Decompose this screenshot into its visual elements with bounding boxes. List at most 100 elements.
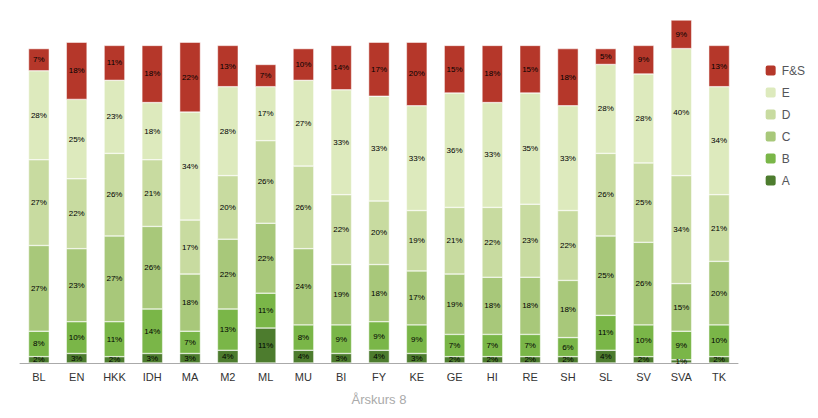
svg-text:18%: 18% <box>484 301 500 310</box>
svg-text:27%: 27% <box>31 284 47 293</box>
svg-text:22%: 22% <box>560 241 576 250</box>
svg-text:19%: 19% <box>447 300 463 309</box>
svg-text:25%: 25% <box>69 135 85 144</box>
svg-text:19%: 19% <box>409 236 425 245</box>
svg-text:23%: 23% <box>522 236 538 245</box>
svg-text:33%: 33% <box>560 154 576 163</box>
svg-text:D: D <box>782 108 791 122</box>
svg-text:HI: HI <box>487 371 498 383</box>
svg-text:17%: 17% <box>182 243 198 252</box>
svg-text:28%: 28% <box>598 104 614 113</box>
svg-text:20%: 20% <box>711 289 727 298</box>
svg-text:9%: 9% <box>373 332 385 341</box>
svg-text:22%: 22% <box>220 270 236 279</box>
svg-text:27%: 27% <box>31 198 47 207</box>
svg-text:MU: MU <box>295 371 312 383</box>
svg-text:4%: 4% <box>298 352 310 361</box>
svg-text:3%: 3% <box>411 354 423 363</box>
svg-text:2%: 2% <box>109 355 121 364</box>
svg-text:27%: 27% <box>106 274 122 283</box>
svg-text:4%: 4% <box>222 352 234 361</box>
svg-text:22%: 22% <box>182 73 198 82</box>
svg-text:21%: 21% <box>144 189 160 198</box>
svg-text:8%: 8% <box>298 333 310 342</box>
svg-text:7%: 7% <box>449 341 461 350</box>
svg-text:14%: 14% <box>333 63 349 72</box>
svg-text:20%: 20% <box>409 69 425 78</box>
svg-text:10%: 10% <box>295 60 311 69</box>
svg-text:17%: 17% <box>371 65 387 74</box>
svg-text:19%: 19% <box>333 290 349 299</box>
svg-text:3%: 3% <box>146 354 158 363</box>
svg-text:26%: 26% <box>144 263 160 272</box>
svg-text:34%: 34% <box>673 225 689 234</box>
svg-text:28%: 28% <box>220 127 236 136</box>
svg-text:26%: 26% <box>295 203 311 212</box>
svg-text:13%: 13% <box>220 325 236 334</box>
svg-text:F&S: F&S <box>782 64 805 78</box>
svg-text:13%: 13% <box>711 62 727 71</box>
svg-text:18%: 18% <box>560 73 576 82</box>
svg-text:11%: 11% <box>258 341 273 350</box>
svg-text:7%: 7% <box>524 341 536 350</box>
svg-text:11%: 11% <box>258 306 273 315</box>
svg-text:21%: 21% <box>711 224 727 233</box>
svg-text:E: E <box>782 86 790 100</box>
svg-text:SV: SV <box>636 371 651 383</box>
svg-text:24%: 24% <box>295 282 311 291</box>
svg-text:18%: 18% <box>144 127 160 136</box>
svg-text:34%: 34% <box>711 136 727 145</box>
svg-text:2%: 2% <box>33 355 45 364</box>
svg-text:33%: 33% <box>333 138 349 147</box>
svg-text:15%: 15% <box>673 303 689 312</box>
svg-text:ML: ML <box>258 371 273 383</box>
svg-text:17%: 17% <box>409 293 425 302</box>
svg-text:IDH: IDH <box>143 371 162 383</box>
svg-text:22%: 22% <box>333 225 349 234</box>
svg-text:HKK: HKK <box>103 371 126 383</box>
svg-text:RE: RE <box>523 371 538 383</box>
svg-text:26%: 26% <box>636 279 652 288</box>
svg-text:BL: BL <box>32 371 45 383</box>
svg-text:26%: 26% <box>106 190 122 199</box>
svg-text:34%: 34% <box>182 162 198 171</box>
svg-text:GE: GE <box>447 371 463 383</box>
svg-text:15%: 15% <box>522 65 538 74</box>
svg-text:27%: 27% <box>295 119 311 128</box>
svg-text:36%: 36% <box>447 146 463 155</box>
svg-text:28%: 28% <box>636 114 652 123</box>
svg-text:A: A <box>782 174 790 188</box>
svg-text:10%: 10% <box>636 336 652 345</box>
svg-text:25%: 25% <box>636 198 652 207</box>
svg-text:10%: 10% <box>69 333 85 342</box>
svg-text:9%: 9% <box>411 335 423 344</box>
svg-text:7%: 7% <box>33 55 45 64</box>
svg-text:9%: 9% <box>638 55 650 64</box>
svg-text:4%: 4% <box>373 352 385 361</box>
svg-text:3%: 3% <box>184 354 196 363</box>
svg-text:22%: 22% <box>258 254 274 263</box>
svg-text:FY: FY <box>372 371 387 383</box>
svg-text:7%: 7% <box>260 71 272 80</box>
svg-text:4%: 4% <box>600 352 612 361</box>
svg-text:18%: 18% <box>144 69 160 78</box>
svg-text:C: C <box>782 130 791 144</box>
svg-text:2%: 2% <box>449 355 461 364</box>
svg-text:SH: SH <box>560 371 575 383</box>
svg-text:14%: 14% <box>144 327 160 336</box>
svg-text:33%: 33% <box>484 150 500 159</box>
svg-text:SL: SL <box>599 371 612 383</box>
svg-text:2%: 2% <box>713 355 725 364</box>
svg-text:9%: 9% <box>335 335 347 344</box>
svg-text:9%: 9% <box>676 30 688 39</box>
svg-text:2%: 2% <box>487 355 499 364</box>
svg-text:15%: 15% <box>447 65 463 74</box>
svg-text:26%: 26% <box>258 177 274 186</box>
svg-text:5%: 5% <box>600 52 612 61</box>
svg-text:18%: 18% <box>560 305 576 314</box>
svg-text:25%: 25% <box>598 271 614 280</box>
svg-text:20%: 20% <box>220 203 236 212</box>
svg-text:18%: 18% <box>371 289 387 298</box>
svg-text:20%: 20% <box>371 228 387 237</box>
svg-text:EN: EN <box>69 371 84 383</box>
